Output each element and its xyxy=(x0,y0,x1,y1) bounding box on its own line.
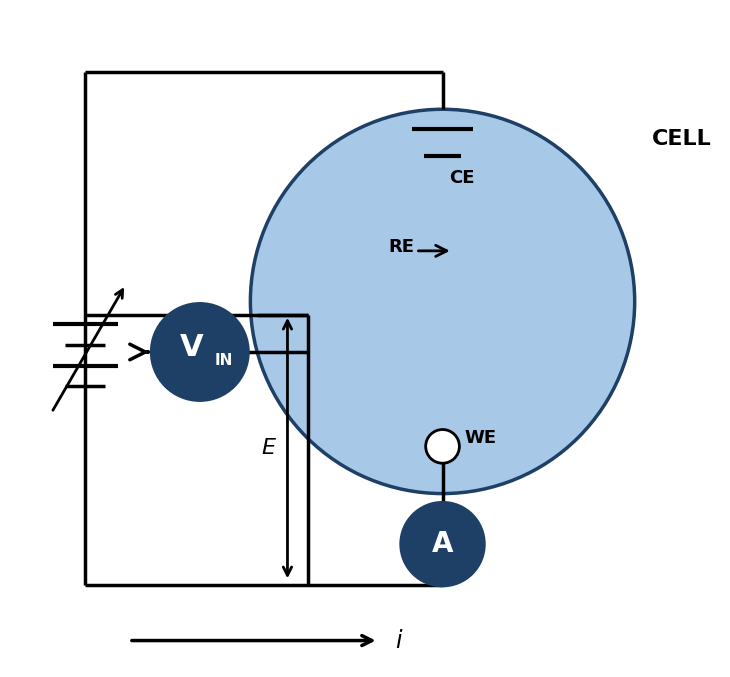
Text: CE: CE xyxy=(449,169,474,187)
Circle shape xyxy=(401,502,484,586)
Circle shape xyxy=(426,429,459,463)
Text: CELL: CELL xyxy=(652,129,711,150)
Circle shape xyxy=(151,303,248,401)
Text: $i$: $i$ xyxy=(396,628,404,653)
Text: IN: IN xyxy=(215,353,233,368)
Text: V: V xyxy=(180,334,204,362)
Text: A: A xyxy=(431,530,453,558)
Circle shape xyxy=(250,109,634,494)
Text: WE: WE xyxy=(464,429,496,447)
Text: RE: RE xyxy=(388,238,415,257)
Text: $E$: $E$ xyxy=(261,438,277,458)
